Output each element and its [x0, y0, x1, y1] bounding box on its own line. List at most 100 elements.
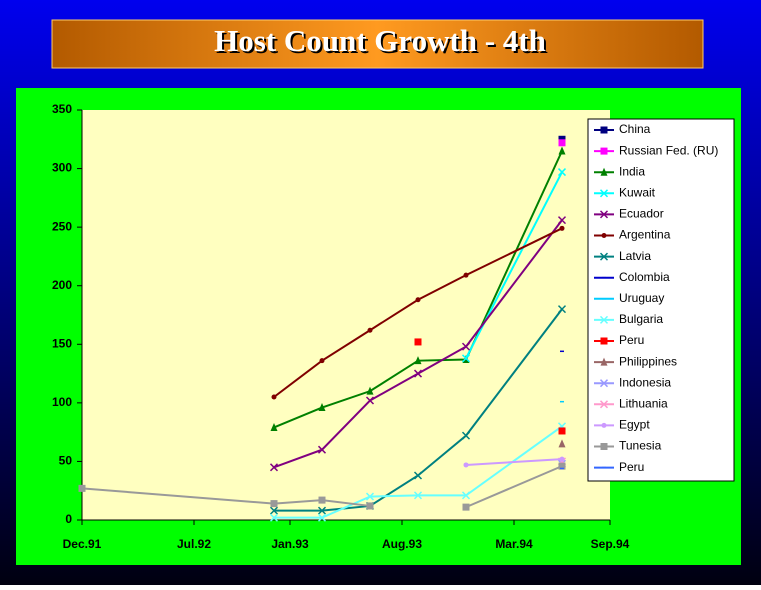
- data-point: [270, 422, 278, 431]
- legend-marker: [599, 189, 609, 198]
- legend-label: Kuwait: [619, 185, 656, 199]
- legend-marker: [599, 379, 609, 388]
- legend-label: Latvia: [619, 249, 651, 263]
- legend-label: India: [619, 164, 645, 178]
- y-tick-label: 350: [52, 102, 72, 116]
- y-tick-label: 0: [65, 512, 72, 526]
- legend-marker: [601, 233, 607, 238]
- legend-marker: [599, 400, 609, 409]
- legend-marker: [600, 443, 608, 450]
- series-line: [465, 458, 563, 466]
- legend-label: Russian Fed. (RU): [619, 143, 718, 157]
- data-point: [365, 492, 375, 501]
- legend-label: Indonesia: [619, 375, 671, 389]
- data-point: [269, 513, 279, 522]
- legend-marker: [600, 337, 608, 345]
- data-point: [558, 139, 566, 147]
- data-point: [413, 471, 423, 480]
- data-point: [414, 338, 422, 346]
- data-point: [317, 513, 327, 522]
- x-tick-label: Sep.94: [591, 537, 630, 551]
- legend-label: Philippines: [619, 354, 677, 368]
- data-point: [557, 168, 567, 177]
- x-tick-label: Dec.91: [63, 537, 102, 551]
- series-line: [465, 171, 563, 359]
- legend-marker: [600, 126, 608, 134]
- y-tick-label: 300: [52, 161, 72, 175]
- data-point: [271, 394, 277, 400]
- legend-marker: [599, 252, 609, 261]
- data-point: [78, 484, 86, 492]
- data-point: [461, 342, 471, 351]
- data-point: [317, 506, 327, 515]
- title-box: [51, 19, 704, 69]
- data-point: [463, 462, 469, 468]
- data-point: [461, 491, 471, 500]
- data-point: [558, 146, 566, 155]
- legend-label: Uruguay: [619, 291, 664, 305]
- data-point: [558, 135, 566, 143]
- y-tick-label: 50: [59, 454, 73, 468]
- y-tick-label: 100: [52, 395, 72, 409]
- data-point: [462, 503, 470, 511]
- data-point: [559, 456, 565, 462]
- data-point: [269, 506, 279, 515]
- legend-label: Tunesia: [619, 439, 662, 453]
- chart-title: Host Count Growth - 4th: [214, 23, 546, 58]
- legend-marker: [601, 422, 607, 428]
- legend-label: Peru: [619, 333, 644, 347]
- series-line: [273, 219, 563, 469]
- legend-label: Bulgaria: [619, 312, 663, 326]
- legend-label: China: [619, 122, 651, 136]
- title-shadow: Host Count Growth - 4th: [216, 25, 548, 60]
- y-tick-label: 200: [52, 278, 72, 292]
- data-point: [558, 462, 566, 470]
- plot-area: [82, 110, 610, 520]
- legend-label: Peru: [619, 460, 644, 474]
- y-tick-label: 150: [52, 336, 72, 350]
- legend-label: Colombia: [619, 270, 670, 284]
- data-point: [558, 439, 566, 448]
- legend-label: Ecuador: [619, 207, 664, 221]
- data-point: [317, 445, 327, 454]
- legend-marker: [600, 167, 608, 176]
- x-tick-label: Mar.94: [495, 537, 533, 551]
- data-point: [413, 369, 423, 378]
- series-line: [274, 425, 563, 519]
- legend-box: [587, 118, 735, 482]
- data-point: [366, 386, 374, 395]
- series-line: [81, 465, 563, 509]
- x-tick-label: Aug.93: [382, 537, 422, 551]
- data-point: [318, 403, 326, 412]
- data-point: [415, 297, 421, 303]
- legend-label: Lithuania: [619, 396, 668, 410]
- data-point: [558, 427, 566, 435]
- x-tick-label: Jul.92: [177, 537, 211, 551]
- series-line: [274, 308, 563, 512]
- data-point: [463, 272, 469, 278]
- legend-label: Egypt: [619, 418, 650, 432]
- legend-label: Argentina: [619, 228, 671, 242]
- data-point: [557, 216, 567, 225]
- x-tick-label: Jan.93: [271, 537, 309, 551]
- legend-marker: [600, 147, 608, 155]
- legend-marker: [600, 357, 608, 366]
- data-point: [366, 502, 374, 510]
- data-point: [319, 358, 325, 364]
- series-line: [273, 227, 563, 398]
- data-point: [461, 354, 471, 363]
- data-point: [559, 225, 565, 231]
- legend-marker: [599, 315, 609, 324]
- data-point: [414, 356, 422, 365]
- data-point: [413, 491, 423, 500]
- y-tick-label: 250: [52, 219, 72, 233]
- data-point: [557, 305, 567, 314]
- data-point: [367, 327, 373, 333]
- data-point: [318, 496, 326, 504]
- legend-marker: [599, 210, 609, 219]
- data-point: [461, 431, 471, 440]
- data-point: [365, 396, 375, 405]
- data-point: [270, 500, 278, 508]
- data-point: [269, 463, 279, 472]
